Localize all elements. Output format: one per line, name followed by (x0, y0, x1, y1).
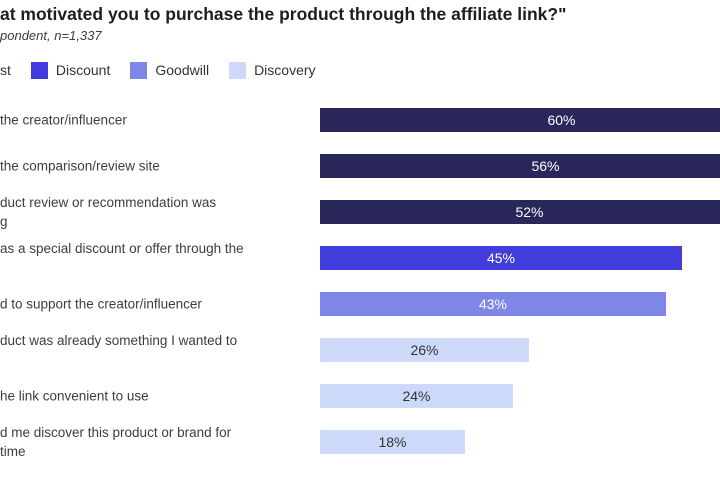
legend-item: Discovery (229, 61, 316, 79)
bar: 45% (320, 246, 682, 270)
legend-label: Goodwill (155, 62, 210, 78)
chart-row: the comparison/review site 56% (0, 143, 720, 189)
chart-subtitle: pondent, n=1,337 (0, 28, 102, 43)
bar: 26% (320, 338, 529, 362)
chart-row: d me discover this product or brand for t… (0, 419, 720, 465)
chart-row: duct review or recommendation was g 52% (0, 189, 720, 235)
bar-value-label: 45% (486, 250, 516, 266)
legend-swatch (229, 61, 247, 79)
legend-label: st (0, 62, 11, 78)
row-label: he link convenient to use (0, 387, 312, 406)
bar-value-label: 56% (531, 158, 560, 174)
bar-value-label: 43% (478, 296, 508, 312)
bar: 24% (320, 384, 513, 408)
row-label-line: d me discover this product or brand for (0, 425, 232, 440)
legend-label: Discount (55, 62, 111, 78)
row-label-line: d to support the creator/influencer (0, 296, 202, 312)
bar-value-label: 52% (515, 204, 544, 220)
bar: 60% (320, 108, 720, 132)
chart-row: d to support the creator/influencer 43% (0, 281, 720, 327)
row-label-line (0, 258, 312, 277)
legend-swatch (130, 61, 148, 79)
row-label-line: the comparison/review site (0, 158, 160, 174)
row-label-line: as a special discount or offer through t… (0, 241, 244, 256)
chart-row: he link convenient to use 24% (0, 373, 720, 419)
chart-row: the creator/influencer 60% (0, 97, 720, 143)
bar: 18% (320, 430, 465, 454)
row-label-line (0, 350, 312, 369)
row-label: the creator/influencer (0, 111, 312, 130)
chart-title: at motivated you to purchase the product… (0, 4, 567, 24)
bar-chart: the creator/influencer 60% the compariso… (0, 97, 720, 465)
row-label-line: the creator/influencer (0, 112, 127, 128)
row-label: the comparison/review site (0, 157, 312, 176)
bar: 52% (320, 200, 720, 224)
bar: 43% (320, 292, 666, 316)
legend: st Discount Goodwill Discovery (0, 61, 316, 79)
row-label-line: time (0, 444, 26, 459)
legend-item: Goodwill (130, 61, 210, 79)
row-label: duct review or recommendation was g (0, 193, 312, 231)
legend-label: Discovery (254, 62, 316, 78)
bar-value-label: 60% (547, 112, 576, 128)
row-label: duct was already something I wanted to (0, 331, 312, 369)
bar-value-label: 18% (378, 434, 407, 450)
row-label: as a special discount or offer through t… (0, 239, 312, 277)
row-label-line: duct was already something I wanted to (0, 333, 238, 348)
bar-value-label: 26% (410, 342, 439, 358)
row-label-line: he link convenient to use (0, 388, 149, 404)
row-label-line: g (0, 214, 8, 229)
legend-item: Discount (30, 61, 111, 79)
bar: 56% (320, 154, 720, 178)
row-label: d to support the creator/influencer (0, 295, 312, 314)
bar-value-label: 24% (402, 388, 431, 404)
row-label-line: duct review or recommendation was (0, 195, 217, 210)
row-label: d me discover this product or brand for t… (0, 423, 312, 461)
legend-item: st (0, 62, 11, 78)
chart-row: as a special discount or offer through t… (0, 235, 720, 281)
legend-swatch (30, 61, 48, 79)
chart-row: duct was already something I wanted to 2… (0, 327, 720, 373)
